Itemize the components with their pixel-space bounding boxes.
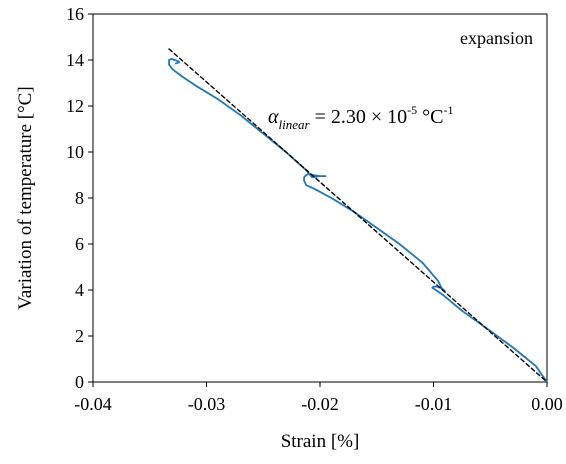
linear-fit-line: [168, 48, 548, 383]
y-tick-label: 6: [75, 234, 84, 254]
y-tick-label: 12: [66, 96, 84, 116]
annotation-expansion: expansion: [460, 28, 533, 48]
plot-area-frame: [92, 13, 548, 383]
x-tick-label: 0.00: [531, 394, 563, 414]
formula-exponent: -5: [407, 103, 417, 117]
y-tick-label: 0: [75, 372, 84, 392]
x-tick-label: -0.04: [74, 394, 112, 414]
y-tick-label: 4: [75, 280, 84, 300]
formula-value: = 2.30 × 10: [310, 106, 408, 128]
y-tick-label: 2: [75, 326, 84, 346]
formula-subscript: linear: [279, 117, 311, 132]
x-axis-title: Strain [%]: [281, 431, 360, 452]
y-axis-title: Variation of temperature [°C]: [15, 86, 36, 309]
slope-formula: αlinear = 2.30 × 10-5 °C-1: [268, 103, 453, 132]
y-tick-label: 10: [66, 142, 84, 162]
x-tick-label: -0.01: [415, 394, 453, 414]
formula-symbol: α: [268, 106, 279, 128]
y-tick-label: 16: [66, 4, 84, 24]
formula-unit: °C: [417, 106, 443, 128]
formula-unit-exponent: -1: [443, 103, 453, 117]
y-tick-label: 14: [66, 50, 84, 70]
x-tick-label: -0.03: [188, 394, 226, 414]
measured-strain-curve: [168, 57, 548, 383]
x-tick-label: -0.02: [301, 394, 339, 414]
y-tick-label: 8: [75, 188, 84, 208]
